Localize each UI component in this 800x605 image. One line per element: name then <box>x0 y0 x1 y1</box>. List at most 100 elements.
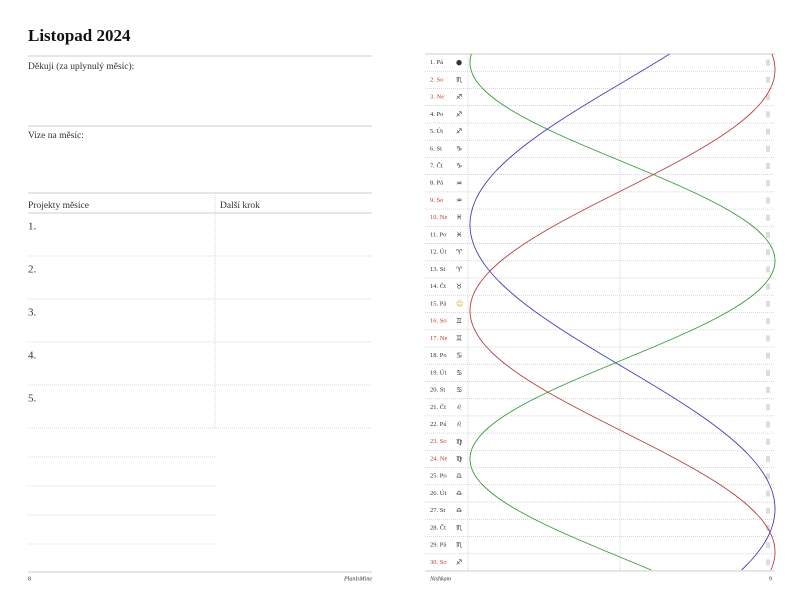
day-label: 6. St <box>430 145 442 152</box>
day-icon <box>766 249 770 256</box>
day-symbol: ♓ <box>456 231 462 239</box>
day-label: 13. St <box>430 266 445 273</box>
day-symbol: ♍ <box>456 455 463 463</box>
day-label: 21. Čt <box>430 403 446 411</box>
day-label: 11. Po <box>430 231 446 238</box>
day-label: 1. Pá <box>430 59 443 66</box>
day-icon <box>766 335 770 342</box>
day-icon <box>766 438 770 445</box>
day-symbol: ♑ <box>456 162 462 170</box>
footer-name: Nishkam <box>429 576 452 582</box>
day-symbol: ♊ <box>456 317 462 325</box>
day-symbol: ♏ <box>456 524 463 532</box>
row-number: 3. <box>28 307 37 319</box>
day-icon <box>766 197 770 204</box>
biorhythm-curves <box>469 53 776 571</box>
day-rows: 1. Pá ● 2. So ♏ 3. Ne ♐ 4. Po ♐ 5. Út ♐ 6. St ♑ 7. Č… <box>425 59 775 566</box>
day-label: 29. Pá <box>430 542 446 549</box>
day-icon <box>766 163 770 170</box>
page-number: 8 <box>28 576 31 582</box>
day-symbol: ♐ <box>456 128 462 136</box>
day-label: 30. So <box>430 559 447 566</box>
page-title: Listopad 2024 <box>28 26 131 45</box>
biorhythm-curve <box>469 53 776 571</box>
day-symbol: ♒ <box>456 179 462 187</box>
day-label: 8. Pá <box>430 180 443 187</box>
page-number: 9 <box>769 576 772 582</box>
day-label: 20. St <box>430 387 445 394</box>
day-icon <box>766 542 770 549</box>
day-label: 9. So <box>430 197 443 204</box>
day-label: 3. Ne <box>430 94 444 101</box>
day-symbol: ♋ <box>456 352 462 360</box>
day-icon <box>766 404 770 411</box>
day-icon <box>766 283 770 290</box>
day-symbol: ♓ <box>456 214 462 222</box>
day-label: 27. St <box>430 507 445 514</box>
biorhythm-curve <box>469 53 776 571</box>
day-label: 10. Ne <box>430 214 447 221</box>
day-icon <box>766 559 770 566</box>
day-icon <box>766 300 770 307</box>
day-label: 12. Út <box>430 248 446 256</box>
day-symbol: ♍ <box>456 438 463 446</box>
row-number: 5. <box>28 393 37 405</box>
day-icon <box>766 111 770 118</box>
day-icon <box>766 266 770 273</box>
day-symbol: ♉ <box>456 283 462 291</box>
day-label: 26. Út <box>430 489 446 497</box>
day-symbol: ♌ <box>456 403 462 411</box>
day-icon <box>766 318 770 325</box>
day-icon <box>766 352 770 359</box>
day-icon <box>766 180 770 187</box>
day-label: 18. Po <box>430 352 447 359</box>
day-icon <box>766 369 770 376</box>
day-symbol: ♊ <box>456 334 462 342</box>
day-icon <box>766 94 770 101</box>
day-icon <box>766 507 770 514</box>
day-symbol: ♎ <box>456 489 462 497</box>
day-label: 16. So <box>430 318 447 325</box>
day-icon <box>766 231 770 238</box>
day-symbol: ☺ <box>456 300 463 308</box>
day-label: 22. Pá <box>430 421 446 428</box>
day-icon <box>766 387 770 394</box>
day-symbol: ♏ <box>456 541 463 549</box>
day-symbol: ♐ <box>456 110 462 118</box>
table-header: Další krok <box>220 201 260 211</box>
row-number: 1. <box>28 221 37 233</box>
day-symbol: ♌ <box>456 421 462 429</box>
day-symbol: ♈ <box>456 248 463 256</box>
biorhythm-curve <box>469 53 776 571</box>
section-label: Vize na měsíc: <box>28 131 84 141</box>
day-symbol: ♏ <box>456 76 463 84</box>
row-number: 4. <box>28 350 37 362</box>
row-number: 2. <box>28 264 37 276</box>
day-symbol: ♑ <box>456 145 462 153</box>
day-label: 19. Út <box>430 368 446 376</box>
day-icon <box>766 128 770 135</box>
brand: PlanIsMine <box>343 576 372 582</box>
day-icon <box>766 490 770 497</box>
day-label: 28. Čt <box>430 523 446 531</box>
day-symbol: ♎ <box>456 507 462 515</box>
section-label: Děkuji (za uplynulý měsíc): <box>28 61 134 72</box>
day-label: 14. Čt <box>430 282 446 290</box>
project-rows: 1. 2. 3. 4. 5. <box>28 221 372 429</box>
day-symbol: ♋ <box>456 386 462 394</box>
day-symbol: ● <box>456 59 462 67</box>
day-label: 25. Po <box>430 473 447 480</box>
day-icon <box>766 421 770 428</box>
day-label: 24. Ne <box>430 455 447 462</box>
day-symbol: ♈ <box>456 265 463 273</box>
day-label: 17. Ne <box>430 335 447 342</box>
day-icon <box>766 76 770 83</box>
day-symbol: ♐ <box>456 93 462 101</box>
day-symbol: ♎ <box>456 472 462 480</box>
day-label: 23. So <box>430 438 447 445</box>
day-icon <box>766 214 770 221</box>
day-icon <box>766 473 770 480</box>
day-symbol: ♋ <box>456 369 462 377</box>
day-label: 15. Pá <box>430 300 446 307</box>
